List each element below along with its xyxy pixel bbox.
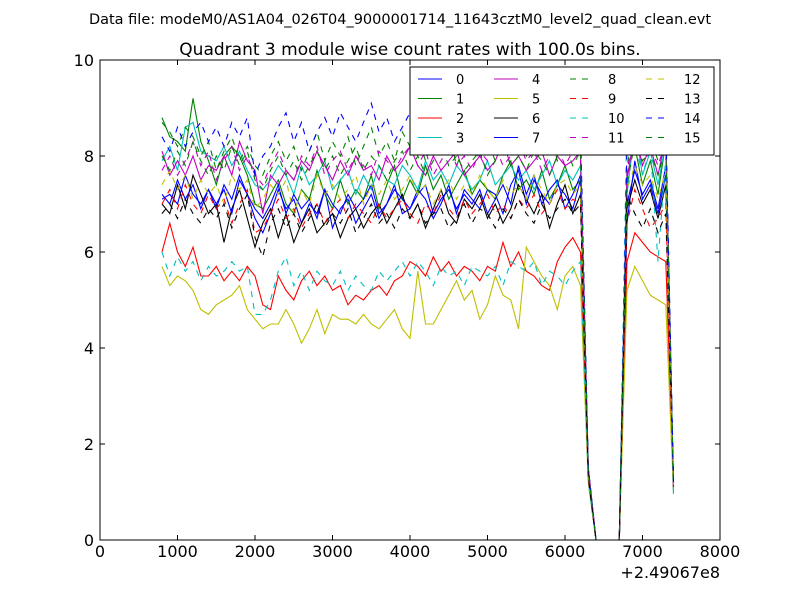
- legend-label-8: 8: [608, 73, 616, 88]
- legend-label-14: 14: [684, 112, 701, 127]
- x-tick-label: 5000: [467, 542, 508, 561]
- series-line-15: [161, 139, 675, 541]
- x-tick-label: 2000: [235, 542, 276, 561]
- legend-label-3: 3: [456, 132, 464, 147]
- x-tick-label: 7000: [622, 542, 663, 561]
- legend-label-9: 9: [608, 93, 616, 108]
- series-line-13: [161, 192, 675, 541]
- legend-label-13: 13: [684, 93, 701, 108]
- legend-label-15: 15: [684, 132, 701, 147]
- legend-label-6: 6: [532, 112, 540, 127]
- x-offset-label: +2.49067e8: [620, 563, 720, 582]
- y-tick-label: 10: [74, 51, 94, 70]
- legend-label-11: 11: [608, 132, 625, 147]
- y-tick-label: 8: [84, 147, 94, 166]
- y-tick-label: 4: [84, 339, 94, 358]
- legend-label-4: 4: [532, 73, 540, 88]
- x-tick-label: 1000: [157, 542, 198, 561]
- chart-title: Quadrant 3 module wise count rates with …: [179, 40, 640, 60]
- legend-label-5: 5: [532, 93, 540, 108]
- y-tick-label: 2: [84, 435, 94, 454]
- x-tick-label: 8000: [700, 542, 741, 561]
- x-tick-label: 0: [95, 542, 105, 561]
- legend-label-0: 0: [456, 73, 464, 88]
- legend-label-7: 7: [532, 132, 540, 147]
- series-line-9: [161, 183, 675, 541]
- series-line-5: [161, 245, 675, 541]
- y-tick-label: 0: [84, 531, 94, 550]
- legend-box: [409, 66, 715, 156]
- legend-label-10: 10: [608, 112, 625, 127]
- legend-label-12: 12: [684, 73, 701, 88]
- x-tick-label: 3000: [312, 542, 353, 561]
- series-layer: [161, 93, 675, 541]
- y-tick-label: 6: [84, 243, 94, 262]
- x-tick-label: 6000: [545, 542, 586, 561]
- legend-label-1: 1: [456, 93, 464, 108]
- legend-label-2: 2: [456, 112, 464, 127]
- x-tick-label: 4000: [390, 542, 431, 561]
- data-file-header: Data file: modeM0/AS1A04_026T04_90000017…: [89, 12, 711, 28]
